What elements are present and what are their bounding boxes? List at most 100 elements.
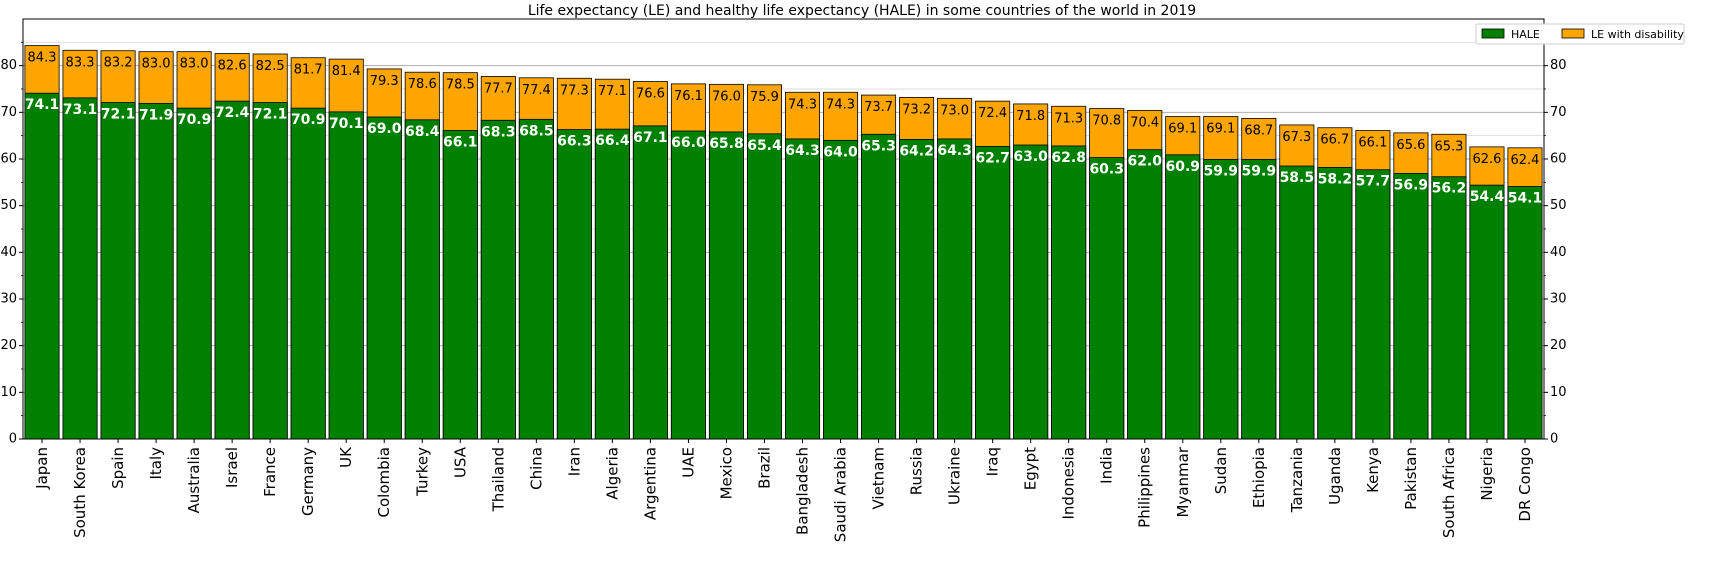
bar-hale-saudi-arabia <box>823 139 859 440</box>
le-value-label: 84.3 <box>28 51 57 66</box>
bar-hale-bangladesh <box>785 138 821 440</box>
hale-value-label: 63.0 <box>1013 149 1048 165</box>
y-tick-label-left: 20 <box>0 338 17 353</box>
hale-value-label: 54.1 <box>1508 191 1543 207</box>
hale-value-label: 72.1 <box>101 107 136 123</box>
y-tick-label-left: 40 <box>0 245 17 260</box>
bar-hale-egypt <box>1013 144 1049 440</box>
hale-value-label: 56.9 <box>1394 177 1429 193</box>
x-tick-label: Japan <box>33 447 51 490</box>
bar-hale-argentina <box>632 125 668 440</box>
le-value-label: 66.7 <box>1320 133 1349 148</box>
le-value-label: 77.1 <box>598 84 627 99</box>
le-value-label: 81.4 <box>332 64 361 79</box>
bars <box>24 45 1543 440</box>
le-value-label: 71.8 <box>1016 109 1045 124</box>
hale-value-label: 60.3 <box>1089 162 1124 178</box>
legend: HALE LE with disability <box>1475 23 1685 45</box>
le-value-label: 73.7 <box>864 100 893 115</box>
le-value-label: 75.9 <box>750 90 779 105</box>
bar-hale-kenya <box>1355 169 1391 440</box>
axes: Japan South Korea Spain Italy Australia Israe… <box>0 41 1567 542</box>
x-tick-label: Germany <box>299 447 317 516</box>
bar-hale-australia <box>176 107 212 440</box>
grid-lines <box>23 41 1544 417</box>
x-tick-label: Ukraine <box>946 447 964 505</box>
bar-hale-russia <box>899 138 935 440</box>
x-tick-label: Iraq <box>984 447 1002 476</box>
bar-hale-china <box>518 118 554 440</box>
hale-value-label: 67.1 <box>633 130 668 146</box>
le-value-label: 70.8 <box>1092 114 1121 129</box>
le-value-label: 68.7 <box>1244 123 1273 138</box>
hale-value-label: 72.4 <box>215 105 250 121</box>
y-tick-label-right: 20 <box>1550 338 1567 353</box>
hale-value-label: 71.9 <box>139 107 174 123</box>
y-tick-label-left: 80 <box>0 58 17 73</box>
hale-value-label: 64.0 <box>823 144 858 160</box>
bar-hale-ukraine <box>937 138 973 440</box>
hale-value-label: 73.1 <box>63 102 98 118</box>
bar-hale-dr-congo <box>1507 186 1543 440</box>
x-tick-label: India <box>1098 447 1116 484</box>
y-tick-label-right: 0 <box>1550 432 1558 447</box>
le-value-label: 83.0 <box>180 57 209 72</box>
hale-value-label: 62.8 <box>1051 150 1086 166</box>
x-tick-label: Myanmar <box>1174 446 1192 517</box>
le-value-label: 66.1 <box>1358 136 1387 151</box>
le-value-label: 83.0 <box>142 57 171 72</box>
hale-value-label: 59.9 <box>1242 163 1277 179</box>
bar-hale-south-korea <box>62 97 98 440</box>
x-tick-label: Nigeria <box>1478 447 1496 501</box>
hale-value-label: 65.8 <box>709 136 744 152</box>
hale-value-label: 64.3 <box>937 143 972 159</box>
x-tick-label: Spain <box>109 447 127 489</box>
bar-hale-uk <box>328 111 364 440</box>
hale-value-label: 72.1 <box>253 107 288 123</box>
le-value-label: 79.3 <box>370 74 399 89</box>
hale-value-label: 68.3 <box>481 124 516 140</box>
y-tick-label-right: 40 <box>1550 245 1567 260</box>
le-value-label: 76.6 <box>636 87 665 102</box>
bar-hale-nigeria <box>1469 184 1505 440</box>
bar-hale-turkey <box>404 119 440 440</box>
hale-value-label: 62.7 <box>975 150 1010 166</box>
x-tick-label: Russia <box>908 447 926 495</box>
bar-hale-myanmar <box>1165 154 1201 440</box>
y-tick-label-left: 60 <box>0 152 17 167</box>
le-value-label: 72.4 <box>978 106 1007 121</box>
le-value-label: 62.4 <box>1511 153 1540 168</box>
legend-swatch-le-with-disability <box>1561 28 1585 39</box>
le-value-label: 77.4 <box>522 83 551 98</box>
hale-value-label: 58.2 <box>1318 171 1353 187</box>
le-value-label: 77.3 <box>560 83 589 98</box>
y-tick-label-right: 80 <box>1550 58 1567 73</box>
x-tick-label: Argentina <box>641 447 659 520</box>
x-tick-label: South Africa <box>1440 447 1458 538</box>
x-tick-label: Australia <box>185 447 203 513</box>
y-tick-label-left: 70 <box>0 105 17 120</box>
x-tick-label: Mexico <box>717 447 735 499</box>
x-tick-label: UK <box>337 446 355 468</box>
hale-value-label: 68.4 <box>405 124 440 140</box>
le-value-label: 82.6 <box>218 59 247 74</box>
x-tick-label: Colombia <box>375 447 393 518</box>
x-tick-label: UAE <box>679 447 697 478</box>
bar-hale-indonesia <box>1051 145 1087 440</box>
hale-value-label: 59.9 <box>1204 163 1239 179</box>
bar-hale-colombia <box>366 116 402 440</box>
chart-title: Life expectancy (LE) and healthy life ex… <box>528 3 1196 19</box>
bar-hale-brazil <box>746 133 782 440</box>
hale-value-label: 70.1 <box>329 116 364 132</box>
x-tick-label: Italy <box>147 447 165 480</box>
bar-hale-south-africa <box>1431 176 1467 440</box>
le-value-label: 76.0 <box>712 89 741 104</box>
le-value-label: 69.1 <box>1168 122 1197 137</box>
legend-swatch-hale <box>1481 28 1505 39</box>
bar-hale-mexico <box>708 131 744 440</box>
le-value-label: 76.1 <box>674 89 703 104</box>
x-tick-label: Bangladesh <box>794 447 812 535</box>
x-tick-label: Saudi Arabia <box>832 447 850 542</box>
bar-hale-iraq <box>975 145 1011 440</box>
bar-hale-india <box>1089 157 1125 440</box>
